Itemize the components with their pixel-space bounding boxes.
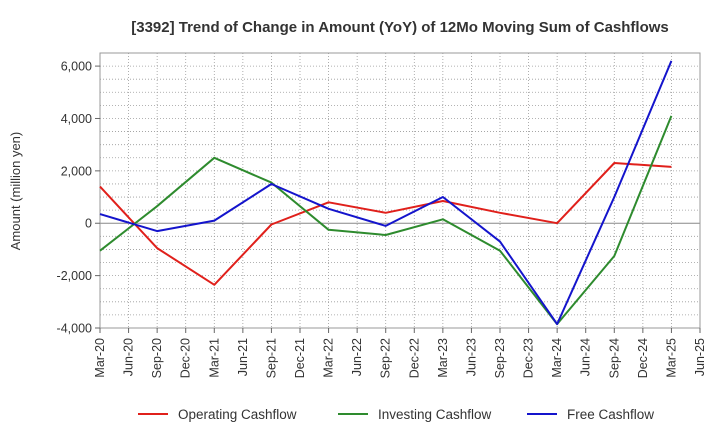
- x-tick-label: Dec-24: [636, 338, 650, 378]
- x-tick-label: Jun-23: [464, 338, 478, 376]
- x-tick-label: Dec-23: [522, 338, 536, 378]
- x-tick-label: Sep-23: [493, 338, 507, 378]
- y-tick-label: 2,000: [61, 164, 92, 178]
- y-tick-label: 4,000: [61, 112, 92, 126]
- investing-cashflow-line: [99, 115, 673, 326]
- y-axis: -4,000 -2,000 0 2,000 4,000 6,000: [57, 60, 100, 336]
- plot-area: [99, 52, 701, 329]
- free-cashflow-line: [99, 60, 673, 326]
- grid: [100, 53, 700, 328]
- x-tick-label: Mar-24: [550, 338, 564, 378]
- x-tick-label: Sep-24: [607, 338, 621, 378]
- x-tick-label: Sep-20: [150, 338, 164, 378]
- x-tick-label: Sep-22: [379, 338, 393, 378]
- y-axis-label: Amount (million yen): [8, 132, 23, 251]
- x-tick-label: Mar-22: [322, 338, 336, 378]
- operating-cashflow-legend-label: Operating Cashflow: [178, 407, 297, 422]
- y-tick-label: -2,000: [57, 269, 92, 283]
- x-tick-label: Dec-21: [293, 338, 307, 378]
- y-tick-label: -4,000: [57, 322, 92, 336]
- y-tick-label: 0: [85, 217, 92, 231]
- x-tick-label: Mar-20: [93, 338, 107, 378]
- legend: Operating Cashflow Investing Cashflow Free…: [138, 407, 654, 422]
- x-tick-label: Mar-25: [664, 338, 678, 378]
- x-tick-label: Mar-23: [436, 338, 450, 378]
- series-lines: [99, 60, 673, 326]
- x-tick-label: Dec-22: [407, 338, 421, 378]
- x-tick-label: Mar-21: [207, 338, 221, 378]
- x-tick-label: Jun-21: [236, 338, 250, 376]
- x-axis: Mar-20 Jun-20 Sep-20 Dec-20 Mar-21 Jun-21 Sep-…: [93, 328, 707, 378]
- investing-cashflow-legend-label: Investing Cashflow: [378, 407, 492, 422]
- operating-cashflow-line: [99, 162, 672, 286]
- x-tick-label: Jun-20: [122, 338, 136, 376]
- x-tick-label: Dec-20: [179, 338, 193, 378]
- x-tick-label: Sep-21: [264, 338, 278, 378]
- x-tick-label: Jun-22: [350, 338, 364, 376]
- free-cashflow-legend-label: Free Cashflow: [567, 407, 654, 422]
- chart-title: [3392] Trend of Change in Amount (YoY) o…: [131, 19, 669, 36]
- x-tick-label: Jun-24: [579, 338, 593, 376]
- x-tick-label: Jun-25: [693, 338, 707, 376]
- y-tick-label: 6,000: [61, 60, 92, 74]
